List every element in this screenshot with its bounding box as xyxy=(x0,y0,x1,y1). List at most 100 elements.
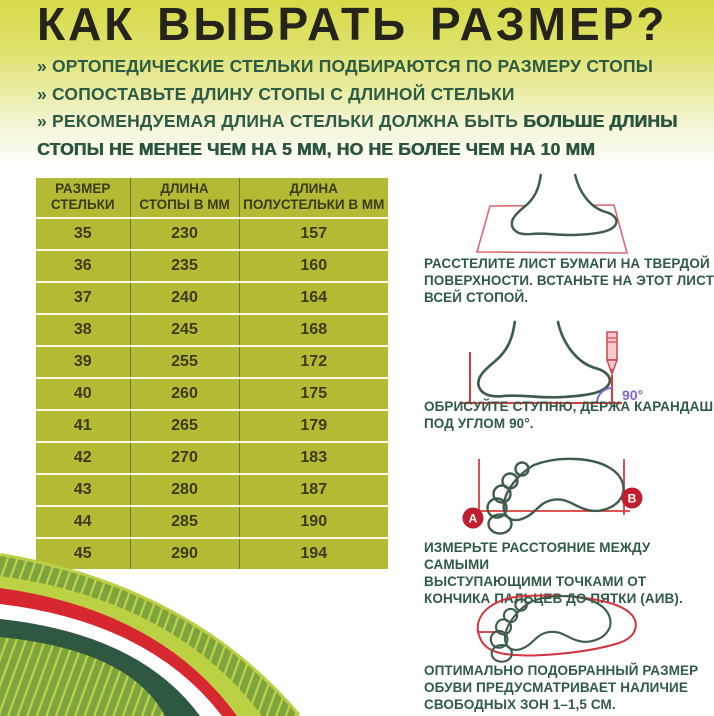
halfinsole-cell: 187 xyxy=(238,473,388,506)
foot-side-outline xyxy=(476,320,612,399)
table-header-row: РАЗМЕР СТЕЛЬКИ ДЛИНА СТОПЫ В ММ ДЛИНА ПОЛУС… xyxy=(36,178,388,218)
point-b-label: В xyxy=(628,492,637,506)
header-line: ПОЛУСТЕЛЬКИ В ММ xyxy=(243,197,385,212)
intro-bullets: » ОРТОПЕДИЧЕСКИЕ СТЕЛЬКИ ПОДБИРАЮТСЯ ПО … xyxy=(37,53,697,163)
caption-line: ВЫСТУПАЮЩИМИ ТОЧКАМИ ОТ xyxy=(424,574,647,589)
step-2-caption: ОБРИСУЙТЕ СТУПНЮ, ДЕРЖА КАРАНДАШ ПОД УГЛ… xyxy=(424,398,714,432)
caption-line: ИЗМЕРЬТЕ РАССТОЯНИЕ МЕЖДУ САМЫМИ xyxy=(424,540,651,572)
page-title: КАК ВЫБРАТЬ РАЗМЕР? xyxy=(37,0,668,50)
bullet-text: » РЕКОМЕНДУЕМАЯ ДЛИНА СТЕЛЬКИ ДОЛЖНА БЫТ… xyxy=(37,111,524,131)
point-a-badge: А xyxy=(462,507,484,529)
table-row: 38 245 168 xyxy=(36,313,388,346)
header-insole-size: РАЗМЕР СТЕЛЬКИ xyxy=(36,178,130,218)
point-a-label: А xyxy=(469,512,478,526)
caption-line: ПОВЕРХНОСТИ. ВСТАНЬТЕ НА ЭТОТ ЛИСТ xyxy=(424,273,714,288)
size-cell: 42 xyxy=(36,441,130,474)
foot-length-cell: 255 xyxy=(129,345,239,378)
table-row: 45 290 194 xyxy=(36,537,388,569)
point-b-badge: В xyxy=(621,487,643,509)
caption-line: ВСЕЙ СТОПОЙ. xyxy=(424,290,529,305)
caption-line: КОНЧИКА ПАЛЬЦЕВ ДО ПЯТКИ (АИВ). xyxy=(424,591,683,606)
caption-line: ОПТИМАЛЬНО ПОДОБРАННЫЙ РАЗМЕР xyxy=(424,663,699,678)
halfinsole-cell: 168 xyxy=(238,313,388,346)
measure-footprint-illustration: А В xyxy=(462,457,643,535)
wave-hatched-band xyxy=(0,556,298,716)
size-cell: 39 xyxy=(36,345,130,378)
wave-white-band xyxy=(0,604,222,716)
footprint-outline xyxy=(489,594,612,663)
foot-on-paper-illustration xyxy=(475,173,629,254)
halfinsole-cell: 183 xyxy=(238,441,388,474)
size-cell: 37 xyxy=(36,281,130,314)
header-line: РАЗМЕР xyxy=(55,181,111,196)
table-row: 36 235 160 xyxy=(36,249,388,282)
decorative-waves xyxy=(0,553,301,716)
intro-bullet: » ОРТОПЕДИЧЕСКИЕ СТЕЛЬКИ ПОДБИРАЮТСЯ ПО … xyxy=(37,53,697,81)
intro-bullet: » СОПОСТАВЬТЕ ДЛИНУ СТОПЫ С ДЛИНОЙ СТЕЛЬ… xyxy=(37,81,697,109)
table-row: 37 240 164 xyxy=(36,281,388,314)
size-cell: 41 xyxy=(36,409,130,442)
insole-outline xyxy=(476,594,637,657)
foot-length-cell: 285 xyxy=(129,505,239,538)
size-cell: 45 xyxy=(36,537,130,569)
trace-foot-illustration: 90° xyxy=(460,320,643,404)
angle-arc xyxy=(596,387,613,404)
halfinsole-cell: 164 xyxy=(238,281,388,314)
bullet-text: » СОПОСТАВЬТЕ ДЛИНУ СТОПЫ С ДЛИНОЙ СТЕЛЬ… xyxy=(37,83,515,104)
foot-length-cell: 245 xyxy=(129,313,239,346)
size-cell: 36 xyxy=(36,249,130,282)
foot-length-cell: 230 xyxy=(129,217,239,250)
foot-length-cell: 235 xyxy=(129,249,239,282)
wave-top-edge xyxy=(0,553,301,716)
insole-fit-illustration xyxy=(476,594,637,663)
table-row: 42 270 183 xyxy=(36,441,388,474)
table-row: 44 285 190 xyxy=(36,505,388,538)
halfinsole-cell: 157 xyxy=(238,217,388,250)
caption-line: ОБРИСУЙТЕ СТУПНЮ, ДЕРЖА КАРАНДАШ xyxy=(424,399,714,414)
caption-line: ОБУВИ ПРЕДУСМАТРИВАЕТ НАЛИЧИЕ xyxy=(424,680,688,695)
caption-line: ПОД УГЛОМ 90°. xyxy=(424,416,534,431)
table-row: 35 230 157 xyxy=(36,217,388,250)
size-cell: 40 xyxy=(36,377,130,410)
top-gradient-background xyxy=(0,0,714,170)
table-row: 41 265 179 xyxy=(36,409,388,442)
size-table: РАЗМЕР СТЕЛЬКИ ДЛИНА СТОПЫ В ММ ДЛИНА ПОЛУС… xyxy=(36,178,388,569)
halfinsole-cell: 190 xyxy=(238,505,388,538)
header-foot-length: ДЛИНА СТОПЫ В ММ xyxy=(129,178,239,218)
foot-length-cell: 260 xyxy=(129,377,239,410)
header-line: СТОПЫ В ММ xyxy=(139,197,230,212)
header-line: ДЛИНА xyxy=(289,181,338,196)
halfinsole-cell: 194 xyxy=(238,537,388,569)
bullet-text: » ОРТОПЕДИЧЕСКИЕ СТЕЛЬКИ ПОДБИРАЮТСЯ ПО … xyxy=(37,56,654,76)
pencil-icon xyxy=(605,331,619,377)
size-cell: 35 xyxy=(36,217,130,250)
bullet-text-bold: СТОПЫ НЕ МЕНЕЕ ЧЕМ НА 5 ММ, НО НЕ БОЛЕЕ … xyxy=(37,138,595,159)
caption-line: РАССТЕЛИТЕ ЛИСТ БУМАГИ НА ТВЕРДОЙ xyxy=(424,256,710,271)
size-cell: 38 xyxy=(36,313,130,346)
wave-chartreuse-band xyxy=(0,576,262,716)
intro-bullet: СТОПЫ НЕ МЕНЕЕ ЧЕМ НА 5 ММ, НО НЕ БОЛЕЕ … xyxy=(37,136,697,164)
step-3-caption: ИЗМЕРЬТЕ РАССТОЯНИЕ МЕЖДУ САМЫМИ ВЫСТУПА… xyxy=(424,539,714,607)
foot-side-outline xyxy=(510,173,618,237)
halfinsole-cell: 179 xyxy=(238,409,388,442)
foot-length-cell: 270 xyxy=(129,441,239,474)
header-line: ДЛИНА xyxy=(160,181,209,196)
header-halfinsole-length: ДЛИНА ПОЛУСТЕЛЬКИ В ММ xyxy=(238,178,388,218)
caption-line: СВОБОДНЫХ ЗОН 1–1,5 СМ. xyxy=(424,697,616,712)
footprint-outline xyxy=(486,457,625,535)
halfinsole-cell: 160 xyxy=(238,249,388,282)
wave-dark-green-band xyxy=(0,619,200,716)
step-1-caption: РАССТЕЛИТЕ ЛИСТ БУМАГИ НА ТВЕРДОЙ ПОВЕРХ… xyxy=(424,255,714,306)
size-cell: 43 xyxy=(36,473,130,506)
table-row: 40 260 175 xyxy=(36,377,388,410)
header-line: СТЕЛЬКИ xyxy=(50,197,115,212)
angle-90-label: 90° xyxy=(622,387,643,403)
wave-hatched-corner xyxy=(0,637,165,716)
table-row: 43 280 187 xyxy=(36,473,388,506)
bullet-text-bold: БОЛЬШЕ ДЛИНЫ xyxy=(523,111,678,131)
intro-bullet: » РЕКОМЕНДУЕМАЯ ДЛИНА СТЕЛЬКИ ДОЛЖНА БЫТ… xyxy=(37,108,697,136)
table-row: 39 255 172 xyxy=(36,345,388,378)
halfinsole-cell: 172 xyxy=(238,345,388,378)
foot-length-cell: 265 xyxy=(129,409,239,442)
